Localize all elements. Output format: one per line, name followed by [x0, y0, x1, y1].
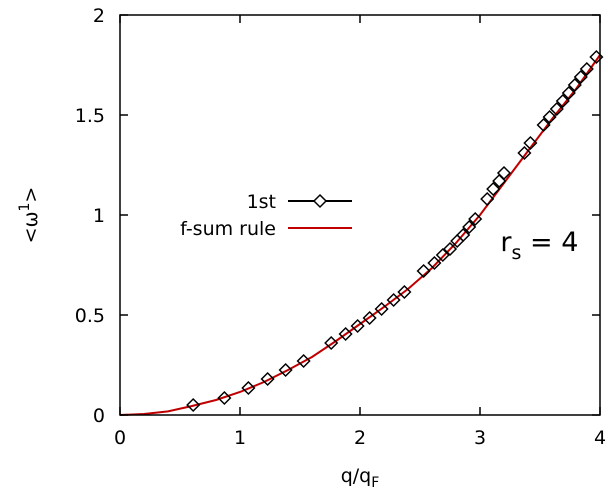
data-point-1st: [374, 301, 389, 317]
y-tick-label: 2: [93, 5, 105, 27]
data-point-1st: [186, 397, 201, 413]
legend-label-f-sum-rule: f-sum rule: [180, 218, 276, 240]
data-point-1st: [260, 371, 275, 387]
data-point-1st: [536, 117, 551, 133]
data-point-1st: [435, 247, 450, 263]
x-tick-label: 2: [354, 427, 366, 449]
data-point-1st: [579, 61, 594, 77]
data-point-1st: [517, 145, 532, 161]
series-line-f-sum-rule: [119, 54, 601, 416]
data-point-1st: [486, 181, 501, 197]
x-axis-label: q/qF: [341, 465, 380, 491]
y-axis-label-sup: 1: [17, 203, 33, 212]
data-point-1st: [573, 69, 588, 85]
data-point-1st: [350, 318, 365, 334]
data-point-1st: [523, 135, 538, 151]
data-point-1st: [480, 191, 495, 207]
data-point-1st: [338, 326, 353, 342]
y-axis-label-end: >: [20, 187, 42, 203]
y-tick-label: 1: [93, 205, 105, 227]
data-point-1st: [278, 362, 293, 378]
legend: 1st f-sum rule: [180, 191, 352, 240]
axis-ticks: [119, 14, 601, 416]
data-point-1st: [567, 77, 582, 93]
data-point-1st: [362, 310, 377, 326]
data-point-1st: [468, 211, 483, 227]
data-point-1st: [442, 241, 458, 257]
data-point-1st: [542, 109, 557, 125]
data-point-1st: [296, 353, 311, 369]
y-tick-label: 1.5: [75, 105, 105, 127]
data-point-1st: [496, 165, 512, 181]
plot-frame: [119, 14, 601, 416]
data-point-1st: [324, 335, 339, 351]
data-point-1st: [427, 255, 442, 271]
data-point-1st: [462, 219, 477, 235]
data-point-1st: [555, 93, 570, 109]
y-axis-label: <ω1>: [17, 187, 42, 244]
annotation-rs: rs = 4: [500, 227, 578, 264]
data-layer: [119, 49, 604, 416]
data-point-1st: [416, 263, 431, 279]
x-tick-label: 3: [474, 427, 486, 449]
x-axis-label-sub: F: [371, 475, 379, 491]
data-point-1st: [386, 292, 401, 308]
annotation-sub: s: [512, 242, 522, 264]
x-tick-label: 0: [114, 427, 126, 449]
data-point-1st: [456, 227, 471, 243]
data-point-1st: [241, 380, 256, 396]
legend-marker-1st: [312, 193, 328, 209]
x-axis-label-main: q/q: [341, 465, 372, 487]
x-tick-label: 1: [234, 427, 246, 449]
y-tick-label: 0.5: [75, 305, 105, 327]
legend-label-1st: 1st: [247, 191, 276, 213]
data-point-1st: [397, 284, 412, 300]
y-tick-label: 0: [93, 405, 105, 427]
annotation-main: r: [500, 227, 512, 258]
tick-labels: 0 1 2 3 4 0 0.5 1 1.5 2: [75, 5, 606, 449]
data-point-1st: [549, 101, 564, 117]
annotation-rest: = 4: [521, 227, 578, 258]
y-axis-label-main: <ω: [20, 212, 42, 244]
data-point-1st: [561, 85, 576, 101]
data-point-1st: [217, 390, 232, 406]
x-tick-label: 4: [594, 427, 606, 449]
